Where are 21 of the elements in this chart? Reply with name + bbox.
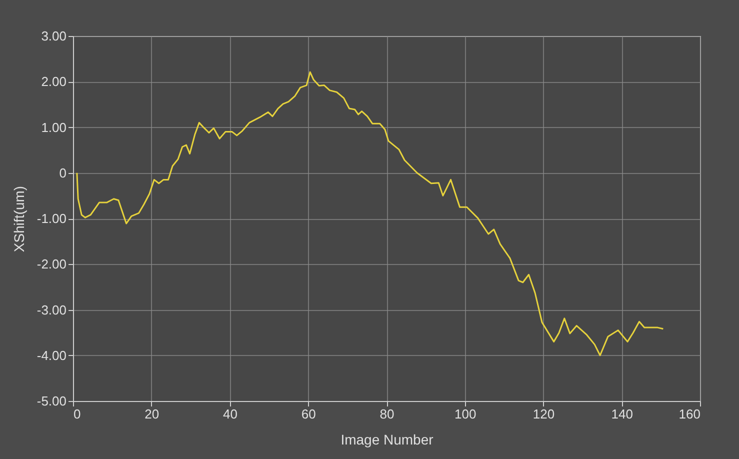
y-tick-label: -3.00 (36, 302, 66, 318)
y-tick-label: 1.00 (41, 120, 66, 135)
x-axis-title: Image Number (340, 432, 434, 448)
y-tick-label: 0 (59, 165, 66, 180)
x-tick-label: 100 (454, 406, 476, 422)
x-tick-label: 120 (532, 406, 555, 422)
x-tick-label: 140 (611, 406, 633, 422)
line-series (76, 71, 664, 356)
y-tick-label: 2.00 (41, 74, 66, 90)
y-tick-label: -4.00 (36, 348, 66, 363)
y-tick-label: -2.00 (36, 256, 66, 272)
x-tick-label: 80 (380, 406, 394, 422)
x-tick-label: 0 (74, 406, 81, 422)
y-tick-label: 3.00 (41, 28, 66, 44)
x-tick-label: 40 (223, 406, 238, 422)
y-tick-label: -5.00 (36, 394, 66, 408)
x-tick-label: 60 (301, 406, 316, 422)
y-axis-title: XShift(um) (10, 186, 27, 252)
y-tick-label: -1.00 (36, 211, 66, 226)
x-tick-label: 160 (678, 406, 700, 422)
x-tick-label: 20 (144, 406, 160, 422)
